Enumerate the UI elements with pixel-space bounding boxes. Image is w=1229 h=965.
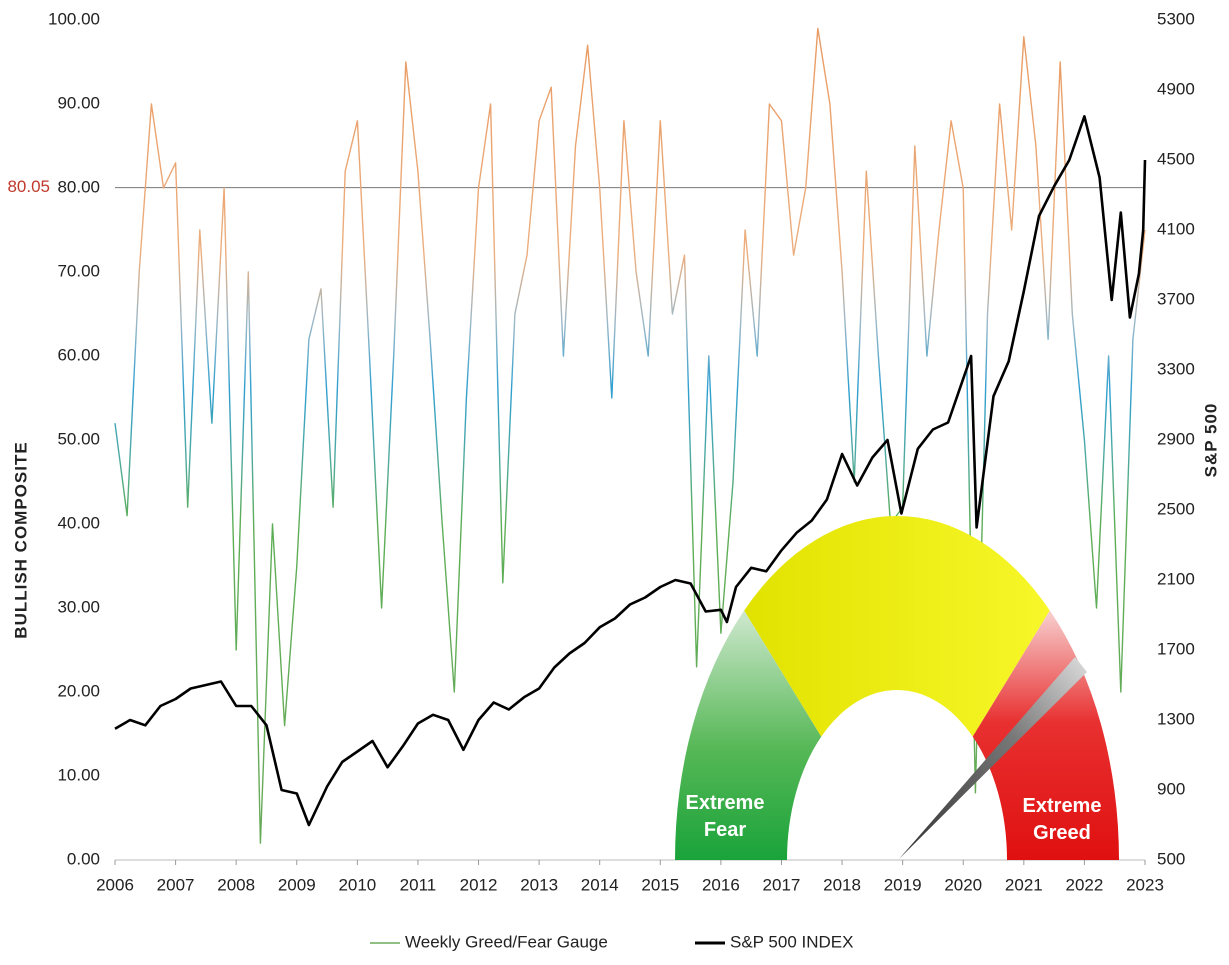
grid-layer: 0.00 10.00 20.00 30.00 40.00 50.00 60.00 70.00 8… (7, 9, 1194, 894)
y2-tick-label: 4900 (1157, 79, 1195, 98)
y-tick-label: 0.00 (67, 849, 100, 868)
y2-tick-label: 5300 (1157, 9, 1195, 28)
x-tick-label: 2014 (581, 875, 619, 894)
top-layer: Weekly Greed/Fear Gauge S&P 500 INDEX (114, 115, 1147, 951)
x-tick-label: 2011 (400, 875, 437, 894)
gauge-segment (744, 516, 1050, 737)
x-tick-label: 2016 (702, 875, 740, 894)
y-tick-label: 100.00 (48, 9, 100, 28)
y-tick-label: 20.00 (57, 681, 100, 700)
y-tick-label: 60.00 (57, 345, 100, 364)
y-tick-label: 70.00 (57, 261, 100, 280)
series-line (114, 115, 1147, 827)
x-tick-label: 2018 (823, 875, 861, 894)
gauge (675, 516, 1119, 860)
y-tick-label: 40.00 (57, 513, 100, 532)
y2-tick-label: 500 (1157, 849, 1185, 868)
y-tick-label: 50.00 (57, 429, 100, 448)
x-tick-label: 2021 (1005, 875, 1043, 894)
x-tick-label: 2020 (944, 875, 982, 894)
x-tick-label: 2010 (338, 875, 376, 894)
x-tick-label: 2006 (96, 875, 134, 894)
gauge-needle (899, 657, 1087, 859)
x-tick-label: 2008 (217, 875, 255, 894)
x-tick-label: 2023 (1126, 875, 1164, 894)
gauge-label: Extreme Fear (685, 792, 765, 841)
x-tick-label: 2013 (520, 875, 558, 894)
y-tick-label: 90.00 (57, 93, 100, 112)
x-tick-label: 2009 (278, 875, 316, 894)
x-tick-label: 2022 (1065, 875, 1103, 894)
gauge-segment (675, 610, 822, 860)
gauge-label: Extreme Greed (1022, 795, 1102, 844)
y-axis-title: BULLISH COMPOSITE (11, 441, 30, 638)
y2-tick-label: 900 (1157, 779, 1185, 798)
reference-label: 80.05 (7, 177, 50, 196)
y2-tick-label: 1700 (1157, 639, 1195, 658)
y2-tick-label: 2900 (1157, 429, 1195, 448)
x-tick-label: 2012 (460, 875, 498, 894)
x-tick-label: 2017 (763, 875, 801, 894)
y-tick-label: 80.00 (57, 177, 100, 196)
y2-tick-label: 3300 (1157, 359, 1195, 378)
y2-tick-label: 2500 (1157, 499, 1195, 518)
x-tick-label: 2007 (157, 875, 195, 894)
legend-label: S&P 500 INDEX (730, 932, 853, 951)
y2-axis-title: S&P 500 (1201, 403, 1220, 478)
legend-label: Weekly Greed/Fear Gauge (405, 932, 608, 951)
y-tick-label: 30.00 (57, 597, 100, 616)
y2-tick-label: 2100 (1157, 569, 1195, 588)
y2-tick-label: 1300 (1157, 709, 1195, 728)
y2-tick-label: 4100 (1157, 219, 1195, 238)
y2-tick-label: 3700 (1157, 289, 1195, 308)
y-tick-label: 10.00 (57, 765, 100, 784)
x-tick-label: 2015 (641, 875, 679, 894)
x-tick-label: 2019 (884, 875, 922, 894)
y2-tick-label: 4500 (1157, 149, 1195, 168)
